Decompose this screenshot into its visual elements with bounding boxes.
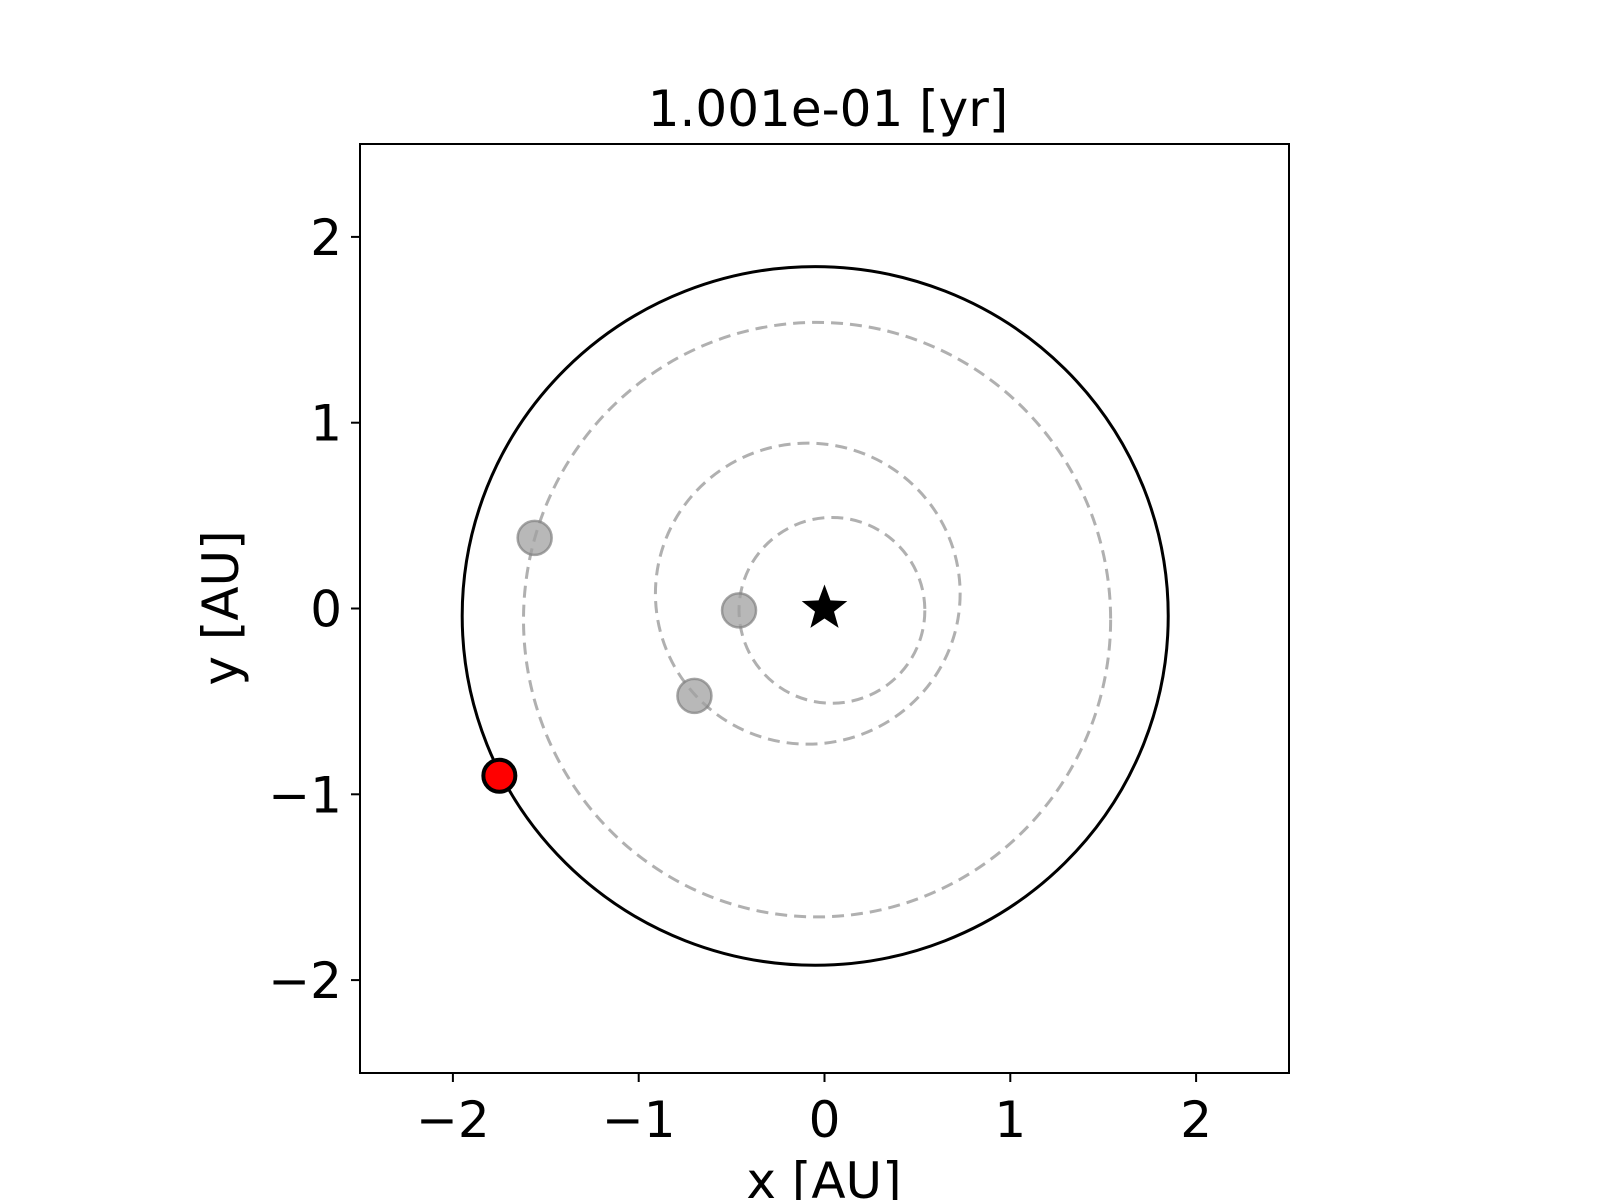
planet-marker-3: [516, 519, 553, 557]
y-tick-label: 1: [310, 395, 342, 453]
y-tick-label: −2: [268, 952, 342, 1010]
x-axis: −2 −1 0 1 2: [416, 1073, 1212, 1149]
y-tick-label: −1: [268, 766, 342, 824]
orbit-dashed-2: [653, 441, 962, 746]
y-axis-label: y [AU]: [192, 530, 250, 685]
highlighted-planet-marker: [481, 757, 518, 794]
plot-area: [460, 265, 1170, 967]
planet-marker-1: [720, 592, 758, 629]
y-tick-label: 2: [310, 209, 342, 267]
x-tick-label: 0: [809, 1091, 841, 1149]
chart-title: 1.001e-01 [yr]: [648, 80, 1009, 138]
y-tick-label: 0: [310, 581, 342, 639]
x-axis-label: x [AU]: [746, 1152, 901, 1200]
x-tick-label: −2: [416, 1091, 490, 1149]
x-tick-label: 1: [994, 1091, 1026, 1149]
star-marker: [801, 584, 848, 628]
orbit-dashed-3: [522, 320, 1113, 919]
y-axis: −2 −1 0 1 2: [268, 209, 360, 1010]
x-tick-label: 2: [1180, 1091, 1212, 1149]
planet-marker-2: [676, 677, 713, 715]
orbit-highlighted: [460, 265, 1170, 967]
x-tick-label: −1: [602, 1091, 676, 1149]
